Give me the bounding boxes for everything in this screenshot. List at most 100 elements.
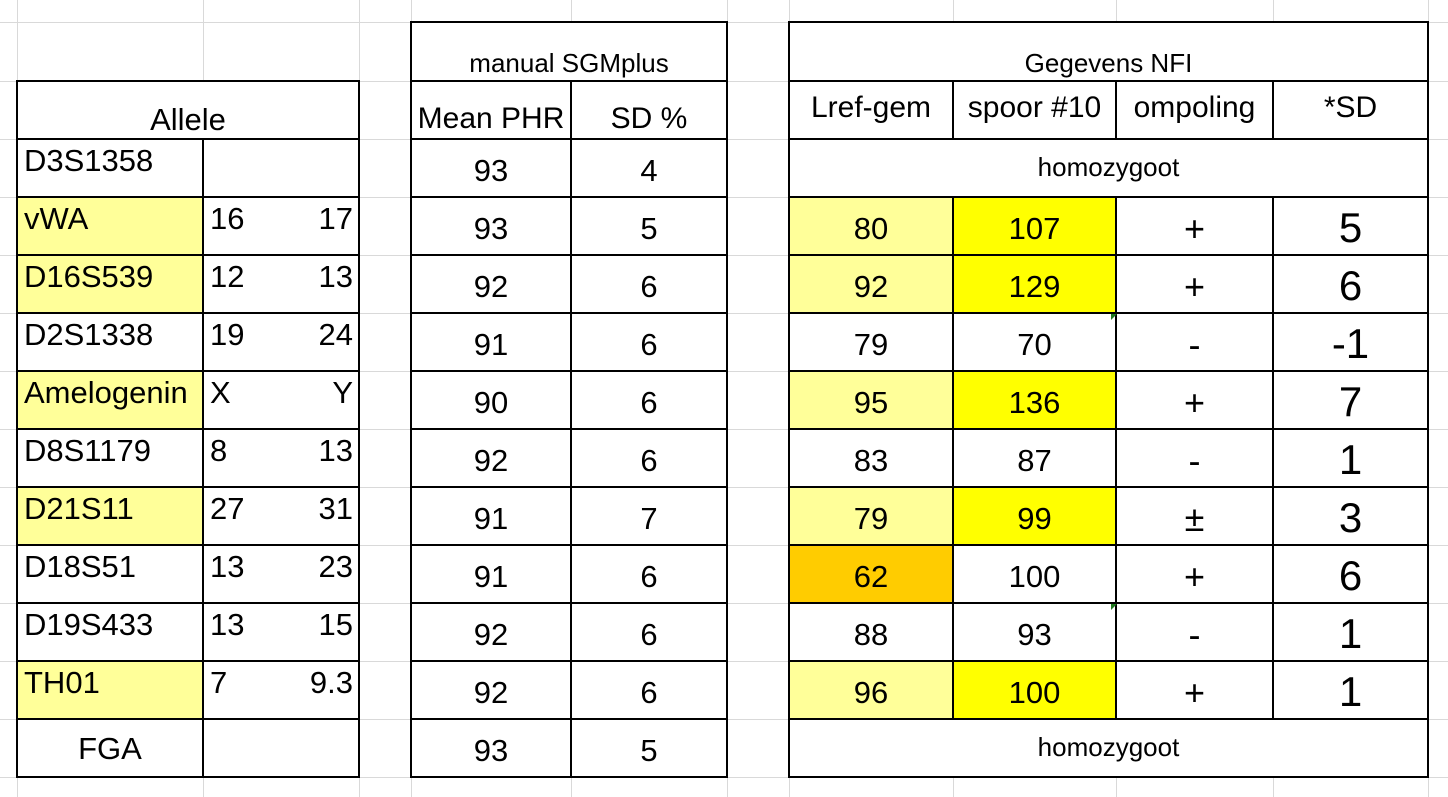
- locus-cell[interactable]: D21S11: [17, 487, 203, 545]
- locus-cell[interactable]: D16S539: [17, 255, 203, 313]
- mean-phr-header[interactable]: Mean PHR: [417, 102, 565, 135]
- sd-percent-cell[interactable]: 6: [640, 442, 658, 478]
- locus-cell[interactable]: Amelogenin: [17, 371, 203, 429]
- locus-cell[interactable]: FGA: [78, 730, 142, 766]
- ompoling-cell[interactable]: +: [1183, 266, 1206, 307]
- mean-phr-cell[interactable]: 92: [473, 674, 509, 710]
- allele-1-cell[interactable]: 8: [210, 433, 228, 468]
- sd-percent-cell[interactable]: 5: [640, 210, 658, 246]
- allele-2-cell[interactable]: 9.3: [309, 665, 353, 700]
- sd-percent-cell[interactable]: 6: [640, 616, 658, 652]
- ompoling-cell[interactable]: -: [1188, 614, 1201, 655]
- sd-cell[interactable]: 1: [1338, 610, 1363, 657]
- lref-gem-cell[interactable]: 95: [789, 371, 953, 429]
- sd-percent-header[interactable]: SD %: [610, 102, 688, 135]
- lref-gem-cell[interactable]: 80: [789, 197, 953, 255]
- locus-cell[interactable]: D3S1358: [24, 143, 154, 178]
- nfi-title[interactable]: Gegevens NFI: [1024, 47, 1193, 78]
- allele-2-cell[interactable]: 23: [318, 549, 353, 584]
- sgmplus-table-bg: [411, 22, 727, 777]
- allele-2-cell[interactable]: 13: [318, 433, 353, 468]
- ompoling-cell[interactable]: +: [1183, 382, 1206, 423]
- sd-cell[interactable]: 1: [1338, 436, 1363, 483]
- sd-cell[interactable]: 1: [1338, 668, 1363, 715]
- spoor-cell[interactable]: 136: [953, 371, 1116, 429]
- homozygoot-top[interactable]: homozygoot: [1037, 152, 1180, 182]
- ompoling-cell[interactable]: -: [1188, 324, 1201, 365]
- sd-cell[interactable]: 7: [1338, 378, 1363, 425]
- sd-percent-cell[interactable]: 6: [640, 558, 658, 594]
- ompoling-header[interactable]: ompoling: [1133, 91, 1256, 124]
- lref-gem-cell[interactable]: 79: [789, 487, 953, 545]
- spoor-cell[interactable]: 107: [953, 197, 1116, 255]
- ompoling-cell[interactable]: +: [1183, 556, 1206, 597]
- allele-1-cell[interactable]: 13: [210, 549, 245, 584]
- spoor-cell[interactable]: 100: [953, 661, 1116, 719]
- spoor-header[interactable]: spoor #10: [967, 91, 1102, 124]
- allele-2-cell[interactable]: 24: [318, 317, 353, 352]
- ompoling-cell[interactable]: ±: [1184, 498, 1205, 539]
- homozygoot-bottom[interactable]: homozygoot: [1037, 732, 1180, 762]
- mean-phr-cell[interactable]: 91: [473, 500, 509, 536]
- spoor-cell[interactable]: 93: [1017, 616, 1052, 652]
- allele-1-cell[interactable]: 16: [210, 201, 245, 236]
- sd-header[interactable]: *SD: [1323, 91, 1378, 124]
- lref-gem-cell[interactable]: 83: [853, 442, 889, 478]
- allele-header[interactable]: Allele: [150, 101, 226, 137]
- sd-cell[interactable]: 6: [1338, 552, 1363, 599]
- spoor-cell[interactable]: 129: [953, 255, 1116, 313]
- lref-gem-cell[interactable]: 62: [789, 545, 953, 603]
- sd-percent-cell[interactable]: 6: [640, 326, 658, 362]
- lref-gem-cell[interactable]: 96: [789, 661, 953, 719]
- spoor-cell[interactable]: 99: [953, 487, 1116, 545]
- locus-cell[interactable]: TH01: [17, 661, 203, 719]
- allele-2-cell[interactable]: 17: [318, 201, 353, 236]
- ompoling-cell[interactable]: -: [1188, 440, 1201, 481]
- lref-gem-cell[interactable]: 88: [853, 616, 889, 652]
- sd-percent-cell[interactable]: 6: [640, 384, 658, 420]
- allele-2-cell[interactable]: Y: [332, 375, 353, 410]
- sd-percent-cell[interactable]: 4: [640, 152, 658, 188]
- mean-phr-cell[interactable]: 93: [473, 152, 509, 188]
- sd-cell[interactable]: -1: [1331, 320, 1370, 367]
- allele-1-cell[interactable]: 13: [210, 607, 245, 642]
- sd-percent-cell[interactable]: 6: [640, 268, 658, 304]
- allele-1-cell[interactable]: 19: [210, 317, 245, 352]
- allele-2-cell[interactable]: 15: [318, 607, 353, 642]
- allele-1-cell[interactable]: 12: [210, 259, 245, 294]
- spoor-cell[interactable]: 87: [1017, 442, 1052, 478]
- locus-cell[interactable]: D2S1338: [24, 317, 154, 352]
- allele-1-cell[interactable]: X: [210, 375, 231, 410]
- sd-percent-cell[interactable]: 5: [640, 732, 658, 768]
- locus-cell[interactable]: D8S1179: [24, 433, 151, 468]
- mean-phr-cell[interactable]: 93: [473, 210, 509, 246]
- sd-percent-cell[interactable]: 7: [640, 500, 658, 536]
- lref-gem-cell[interactable]: 92: [789, 255, 953, 313]
- locus-cell[interactable]: D18S51: [24, 549, 137, 584]
- spoor-cell[interactable]: 70: [1017, 326, 1052, 362]
- allele-1-cell[interactable]: 27: [210, 491, 245, 526]
- border: [1272, 196, 1274, 719]
- ompoling-cell[interactable]: +: [1183, 672, 1206, 713]
- mean-phr-cell[interactable]: 91: [473, 326, 509, 362]
- mean-phr-cell[interactable]: 92: [473, 268, 509, 304]
- locus-cell[interactable]: D19S433: [24, 607, 154, 642]
- mean-phr-cell[interactable]: 92: [473, 442, 509, 478]
- mean-phr-cell[interactable]: 92: [473, 616, 509, 652]
- sd-cell[interactable]: 6: [1338, 262, 1363, 309]
- lref-gem-header[interactable]: Lref-gem: [810, 91, 932, 124]
- allele-1-cell[interactable]: 7: [210, 665, 228, 700]
- ompoling-cell[interactable]: +: [1183, 208, 1206, 249]
- mean-phr-cell[interactable]: 93: [473, 732, 509, 768]
- sgmplus-title[interactable]: manual SGMplus: [469, 47, 669, 78]
- sd-cell[interactable]: 3: [1338, 494, 1363, 541]
- allele-2-cell[interactable]: 13: [318, 259, 353, 294]
- spoor-cell[interactable]: 100: [1008, 558, 1061, 594]
- mean-phr-cell[interactable]: 90: [473, 384, 509, 420]
- allele-2-cell[interactable]: 31: [318, 491, 353, 526]
- sd-cell[interactable]: 5: [1338, 204, 1363, 251]
- lref-gem-cell[interactable]: 79: [853, 326, 889, 362]
- mean-phr-cell[interactable]: 91: [473, 558, 509, 594]
- sd-percent-cell[interactable]: 6: [640, 674, 658, 710]
- locus-cell[interactable]: vWA: [17, 197, 203, 255]
